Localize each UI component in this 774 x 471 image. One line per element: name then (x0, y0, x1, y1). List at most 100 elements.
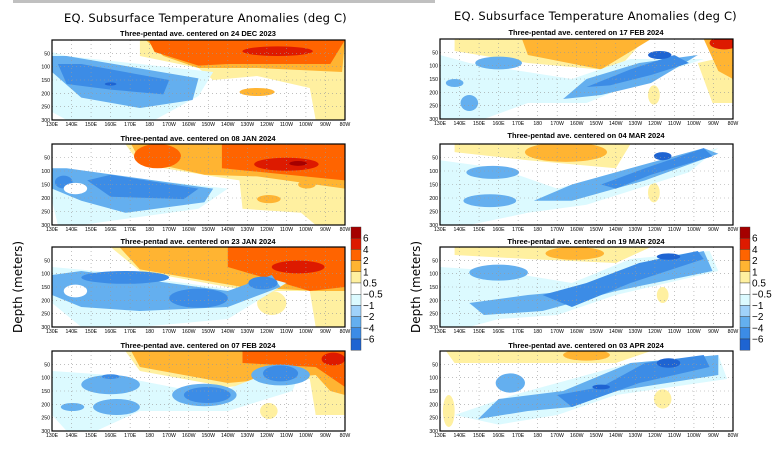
y-tick-label: 100 (41, 376, 50, 382)
colorbar-label: 2 (363, 256, 369, 267)
x-tick-label: 120W (648, 121, 662, 127)
x-tick-label: 140E (65, 122, 78, 128)
colorbar-label: −6 (752, 335, 764, 346)
x-tick-label: 130W (241, 433, 255, 439)
x-tick-label: 170W (162, 122, 176, 128)
x-tick-label: 170E (124, 433, 137, 439)
anomaly-contour (60, 403, 85, 411)
colorbar-label: −6 (363, 335, 375, 346)
colorbar-label: 4 (752, 245, 758, 256)
y-tick-label: 200 (429, 298, 438, 304)
x-tick-label: 150E (473, 433, 486, 439)
panel-title: Three-pentad ave. centered on 19 MAR 202… (507, 237, 665, 246)
anomaly-contour (445, 79, 464, 87)
x-tick-label: 140E (65, 329, 78, 335)
colorbar-label: 1 (363, 267, 369, 278)
anomaly-field (52, 247, 345, 327)
x-tick-label: 130W (629, 227, 643, 233)
anomaly-contour (289, 161, 307, 166)
y-tick-label: 250 (429, 210, 438, 216)
x-tick-label: 160W (182, 122, 196, 128)
anomaly-contour (442, 395, 455, 427)
main-title-right: EQ. Subsurface Temperature Anomalies (de… (454, 9, 737, 23)
x-tick-label: 80W (728, 329, 739, 335)
x-tick-label: 180 (533, 329, 542, 335)
colorbar-swatch (739, 338, 751, 351)
x-tick-label: 140E (65, 227, 78, 233)
x-tick-label: 170W (162, 227, 176, 233)
x-tick-label: 90W (708, 433, 719, 439)
x-tick-label: 130E (434, 121, 447, 127)
x-tick-label: 170E (512, 121, 525, 127)
y-tick-label: 300 (41, 118, 50, 124)
main-title-left: EQ. Subsurface Temperature Anomalies (de… (64, 11, 347, 25)
colorbar-label: −2 (752, 312, 764, 323)
x-tick-label: 180 (145, 122, 154, 128)
x-tick-label: 180 (145, 329, 154, 335)
y-tick-label: 200 (429, 196, 438, 202)
colorbar-swatch (739, 305, 751, 317)
anomaly-contour (248, 276, 278, 290)
x-tick-label: 150W (589, 227, 603, 233)
y-tick-label: 50 (44, 51, 50, 57)
y-tick-label: 200 (429, 402, 438, 408)
anomaly-contour (183, 387, 231, 403)
y-tick-label: 200 (41, 91, 50, 97)
y-tick-label: 300 (41, 325, 50, 331)
x-tick-label: 130E (46, 227, 59, 233)
x-tick-label: 130W (629, 329, 643, 335)
colorbar-swatch (739, 237, 751, 250)
y-tick-label: 150 (41, 389, 50, 395)
x-tick-label: 170E (124, 329, 137, 335)
plot-frame (51, 246, 346, 328)
colorbar-label: −4 (752, 323, 764, 334)
x-tick-label: 160E (493, 227, 506, 233)
x-tick-label: 130W (629, 121, 643, 127)
x-tick-label: 150E (85, 122, 98, 128)
x-tick-label: 80W (728, 433, 739, 439)
x-tick-label: 80W (340, 227, 351, 233)
panel-5: 130E 140E 150E 160E 170E 180 170W 160W 150W 140W 1… (429, 38, 738, 127)
anomaly-contour (648, 85, 660, 105)
anomaly-contour (563, 351, 610, 361)
anomaly-contour (542, 251, 704, 307)
x-tick-label: 170E (512, 227, 525, 233)
anomaly-contour (239, 88, 275, 96)
x-tick-label: 130E (434, 329, 447, 335)
colorbar-swatch (350, 271, 362, 284)
x-tick-label: 170W (550, 433, 564, 439)
x-tick-label: 150W (201, 329, 215, 335)
anomaly-contour (648, 182, 660, 203)
colorbar-swatch (350, 294, 362, 306)
plot-frame (51, 350, 346, 432)
y-tick-label: 250 (41, 416, 50, 422)
x-tick-label: 150W (589, 121, 603, 127)
anomaly-contour (495, 373, 525, 393)
anomaly-contour (101, 374, 120, 379)
anomaly-contour (81, 271, 170, 284)
panel-title: Three-pentad ave. centered on 03 APR 202… (508, 341, 664, 350)
y-tick-label: 50 (432, 362, 438, 368)
anomaly-contour (524, 144, 607, 162)
y-tick-label: 300 (429, 325, 438, 331)
y-tick-label: 250 (41, 210, 50, 216)
anomaly-contour (466, 165, 520, 179)
y-tick-label: 150 (429, 389, 438, 395)
x-tick-label: 170W (550, 329, 564, 335)
anomaly-field (52, 351, 345, 431)
panel-4: 130E 140E 150E 160E 170E 180 170W 160W 150W 140W 1… (41, 350, 350, 439)
anomaly-contour (262, 365, 299, 382)
x-tick-label: 140E (453, 329, 466, 335)
x-tick-label: 120W (260, 433, 274, 439)
colorbar-label: −0.5 (363, 290, 383, 301)
colorbar-swatch (350, 282, 362, 295)
y-tick-label: 250 (429, 104, 438, 110)
colorbar-label: 4 (363, 245, 369, 256)
colorbar-swatch (350, 260, 362, 273)
x-tick-label: 110W (668, 121, 681, 127)
colorbar-swatch (739, 249, 751, 261)
anomaly-contour (57, 64, 170, 95)
x-tick-label: 150W (201, 433, 215, 439)
panel-6: 130E 140E 150E 160E 170E 180 170W 160W 150W 140W 1… (429, 143, 738, 233)
